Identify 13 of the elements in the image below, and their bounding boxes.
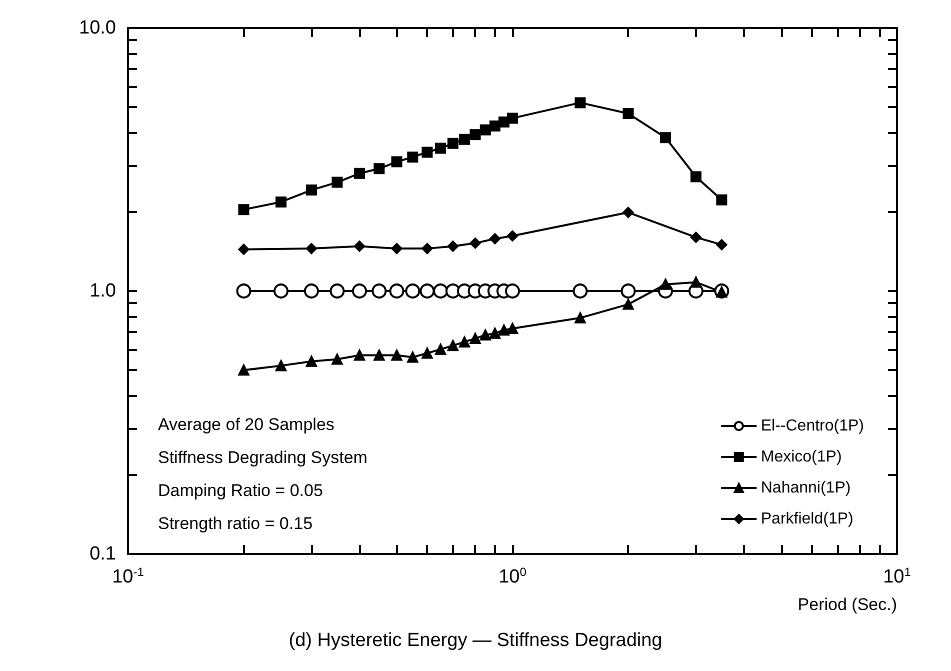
y-tick-label: 0.1 (90, 544, 116, 564)
annotation: Damping Ratio = 0.05 (158, 481, 323, 500)
x-axis-title: Period (Sec.) (798, 595, 897, 614)
y-tick-label: 10.0 (79, 18, 116, 38)
y-tick-label: 1.0 (90, 280, 116, 302)
text: (d) Hysteretic Energy — Stiffness Degrading (288, 630, 662, 651)
annotation: Stiffness Degrading System (158, 448, 368, 467)
legend-label: El--Centro(1P) (760, 418, 864, 434)
annotation: Average of 20 Samples (158, 415, 334, 434)
legend-label: Nahanni(1P) (760, 480, 851, 496)
legend-label: Parkfield(1P) (760, 510, 854, 528)
annotation: Strength ratio = 0.15 (158, 514, 313, 533)
legend-label: Mexico(1P) (760, 448, 842, 466)
